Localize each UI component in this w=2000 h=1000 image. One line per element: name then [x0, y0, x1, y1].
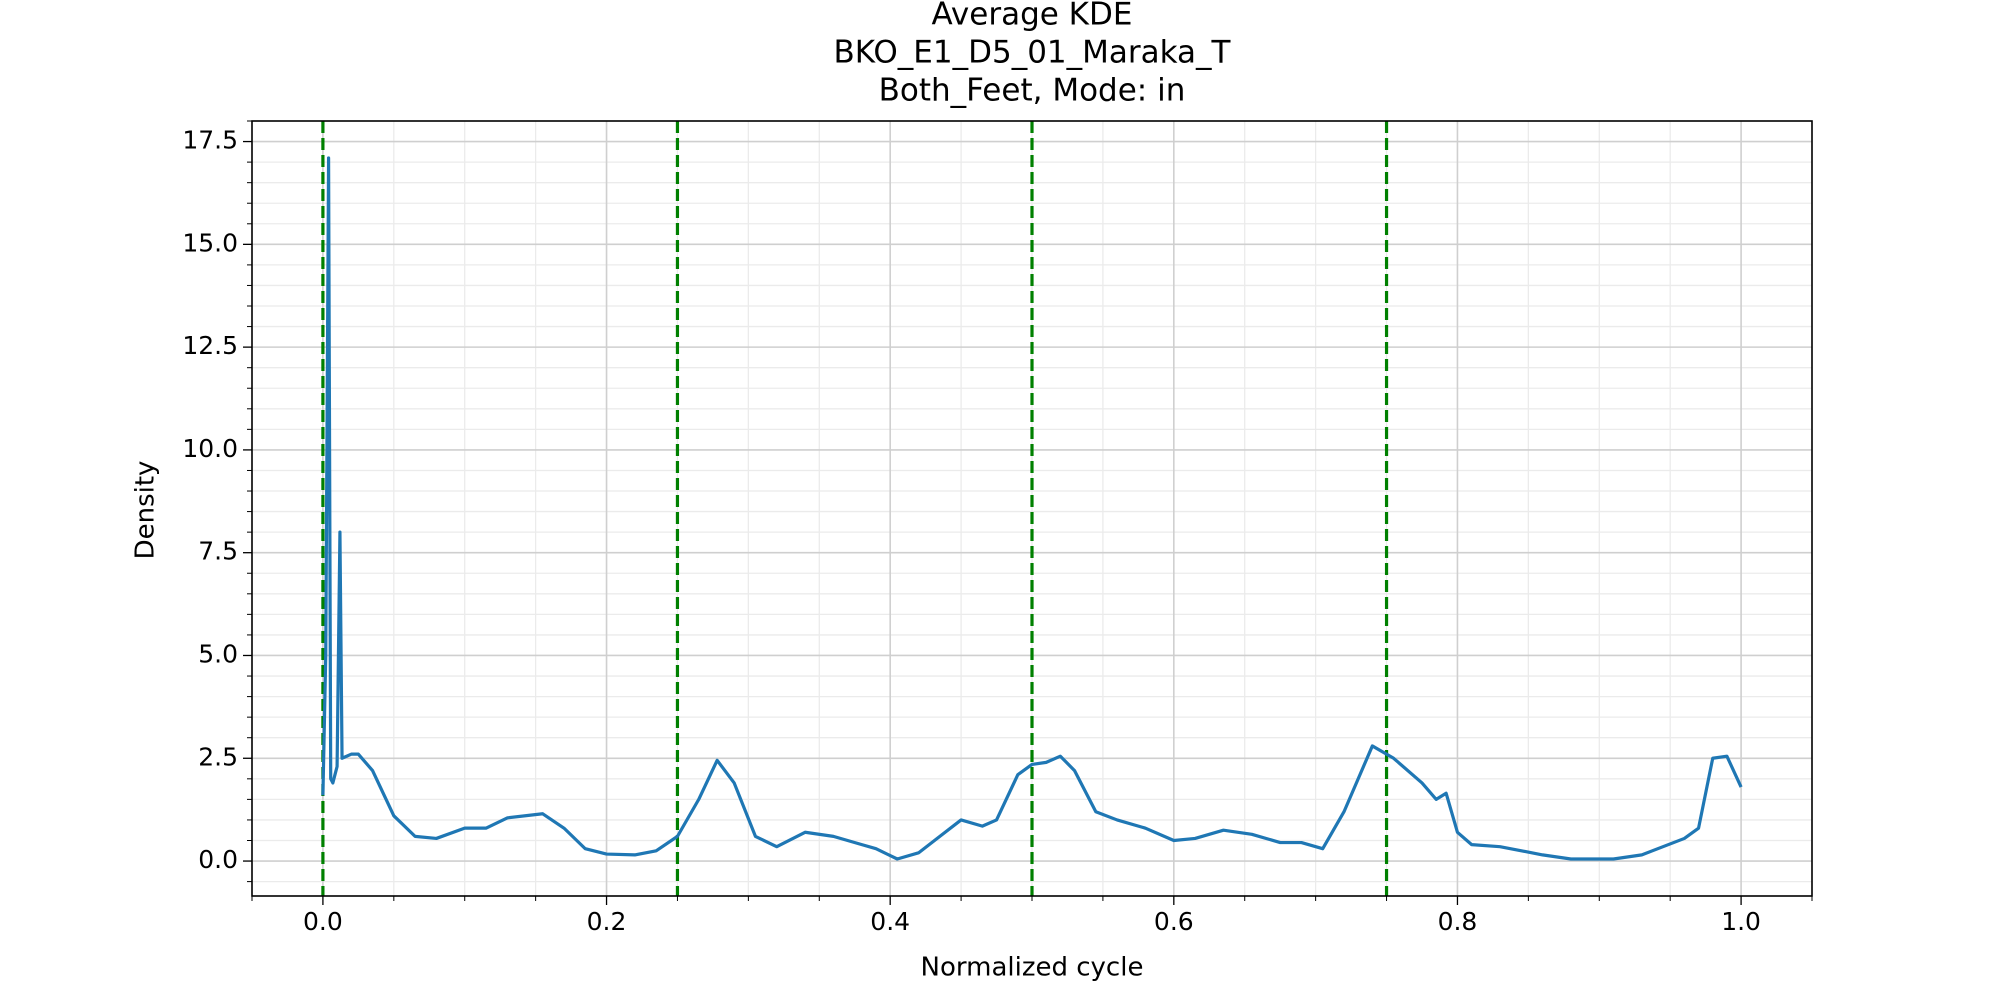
y-tick-label: 7.5 — [198, 537, 238, 566]
y-tick-label: 0.0 — [198, 845, 238, 874]
chart-title: Both_Feet, Mode: in — [879, 73, 1186, 109]
y-tick-label: 12.5 — [182, 331, 238, 360]
x-tick-label: 0.2 — [587, 907, 627, 936]
chart-title: BKO_E1_D5_01_Maraka_T — [834, 35, 1232, 71]
y-tick-label: 10.0 — [182, 434, 238, 463]
y-tick-label: 5.0 — [198, 639, 238, 668]
kde-line — [321, 156, 1743, 861]
x-tick-label: 0.8 — [1438, 907, 1478, 936]
x-tick-label: 0.4 — [870, 907, 910, 936]
y-tick-label: 15.0 — [182, 228, 238, 257]
x-tick-label: 0.6 — [1154, 907, 1194, 936]
x-tick-label: 1.0 — [1721, 907, 1761, 936]
y-tick-label: 17.5 — [182, 126, 238, 155]
plot-frame — [251, 120, 1813, 897]
x-axis-label: Normalized cycle — [921, 953, 1144, 983]
x-tick-label: 0.0 — [303, 907, 343, 936]
y-axis-label: Density — [131, 461, 161, 560]
chart-title: Average KDE — [932, 0, 1133, 33]
y-tick-label: 2.5 — [198, 742, 238, 771]
